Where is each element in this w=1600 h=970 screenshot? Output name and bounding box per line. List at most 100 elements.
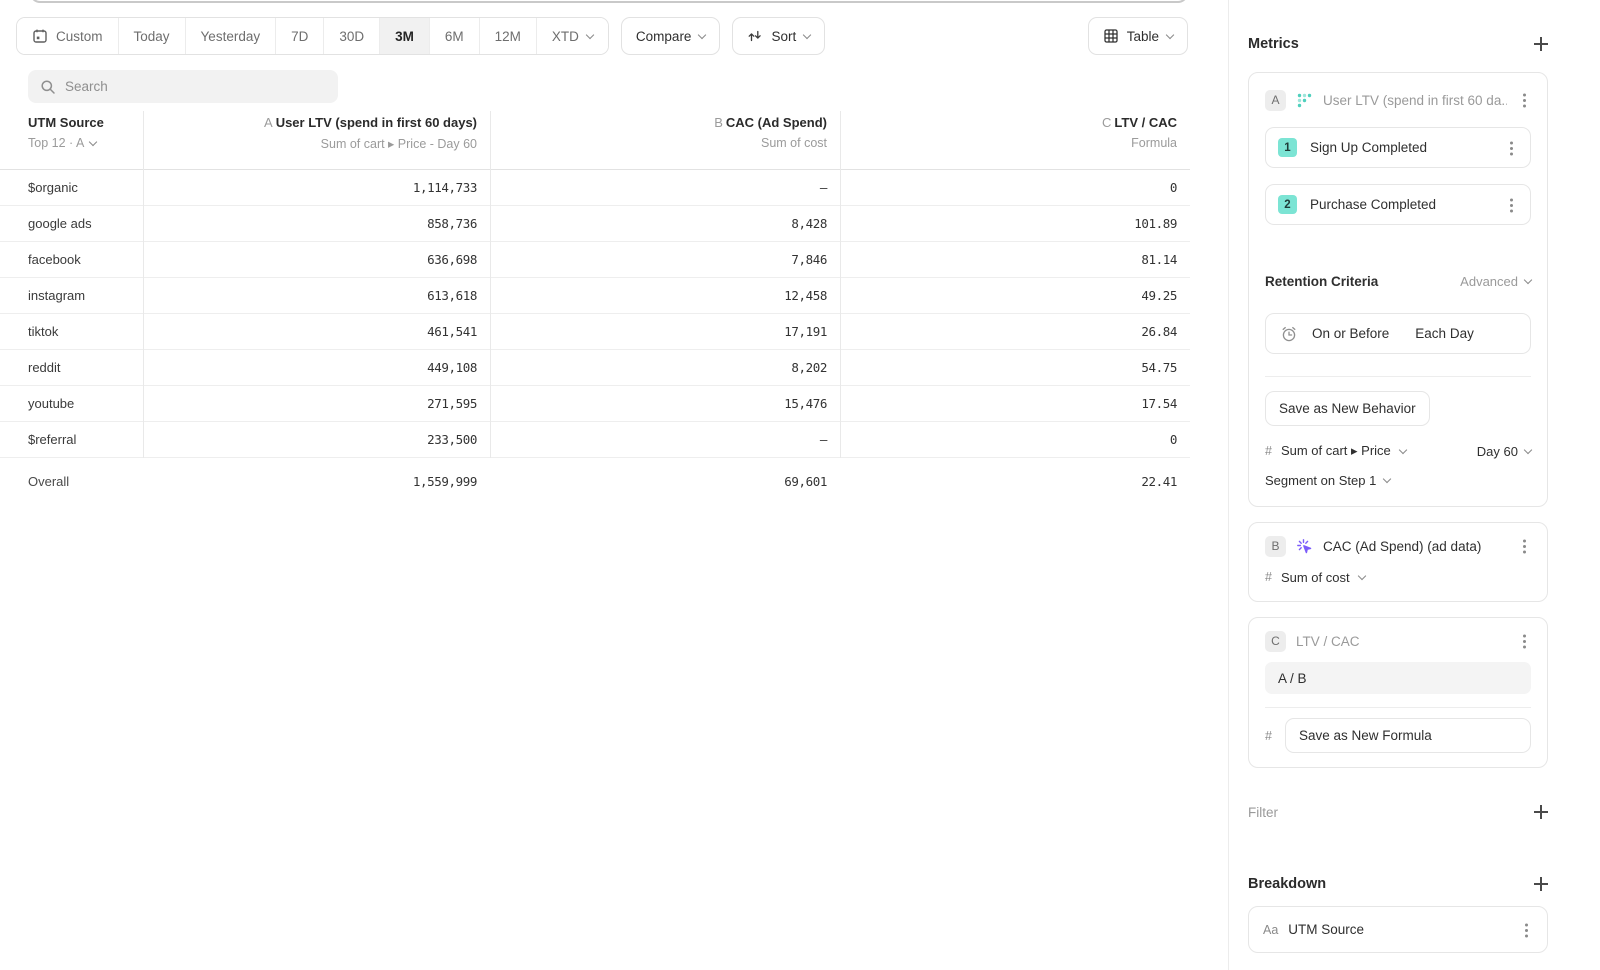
table-row[interactable]: facebook 636,698 7,846 81.14 (0, 242, 1190, 278)
formula-input[interactable]: A / B (1265, 662, 1531, 694)
report-toolbar: Custom Today Yesterday 7D 30D 3M 6M 12M … (16, 17, 1188, 55)
step-number-badge: 2 (1278, 195, 1297, 214)
chevron-down-icon (1165, 30, 1175, 39)
table-row[interactable]: $referral 233,500 – 0 (0, 422, 1190, 458)
chevron-down-icon (802, 30, 812, 39)
save-as-new-behavior-button[interactable]: Save as New Behavior (1265, 391, 1430, 426)
behavior-cohort-icon (1297, 93, 1312, 107)
property-selector[interactable]: Sum of cart ▸ Price (1280, 443, 1391, 458)
search-bar[interactable] (28, 70, 338, 103)
chevron-down-icon (1523, 275, 1533, 284)
number-property-icon: # (1265, 728, 1272, 743)
retention-criteria-header: Retention Criteria Advanced (1265, 271, 1533, 291)
range-label: Custom (56, 28, 103, 44)
divider (1265, 707, 1531, 708)
ad-event-sparkle-icon (1297, 538, 1312, 553)
metric-letter-badge: B (1265, 535, 1286, 557)
text-property-icon: Aa (1263, 922, 1279, 937)
breakdown-title: Breakdown (1248, 876, 1327, 892)
filter-title: Filter (1248, 804, 1278, 820)
property-selector[interactable]: Sum of cost (1280, 569, 1350, 585)
range-30d-button[interactable]: 30D (324, 18, 381, 54)
table-header-row: UTM Source Top 12 · A A User LTV (spend i… (0, 108, 1190, 170)
breakdown-table: UTM Source Top 12 · A A User LTV (spend i… (0, 108, 1190, 504)
metric-a-header[interactable]: A User LTV (spend in first 60 da... (1265, 89, 1531, 111)
range-custom-button[interactable]: Custom (17, 18, 119, 54)
metric-c-header[interactable]: C LTV / CAC (1265, 630, 1531, 652)
column-header-metric-a[interactable]: A User LTV (spend in first 60 days) Sum o… (264, 115, 477, 151)
chevron-down-icon[interactable] (1357, 571, 1366, 580)
alarm-clock-icon (1282, 326, 1296, 341)
table-row[interactable]: instagram 613,618 12,458 49.25 (0, 278, 1190, 314)
table-row[interactable]: youtube 271,595 15,476 17.54 (0, 386, 1190, 422)
number-property-icon: # (1265, 570, 1272, 584)
column-divider (840, 111, 841, 458)
kebab-menu-icon[interactable] (1517, 92, 1531, 108)
step-number-badge: 1 (1278, 138, 1297, 157)
criteria-window[interactable]: Each Day (1415, 326, 1474, 341)
range-yesterday-button[interactable]: Yesterday (185, 18, 277, 54)
table-grid-icon (1104, 29, 1118, 43)
retention-criteria-row[interactable]: On or Before Each Day (1265, 313, 1531, 354)
add-metric-button plus-icon[interactable] (1534, 37, 1548, 51)
metric-b-title: CAC (Ad Spend) (ad data) (1323, 538, 1482, 554)
kebab-menu-icon[interactable] (1517, 538, 1531, 554)
range-12m-button[interactable]: 12M (479, 18, 537, 54)
metric-b-card: B CAC (Ad Spend) (ad data) # Sum of cost (1248, 522, 1548, 602)
add-breakdown-button plus-icon[interactable] (1534, 877, 1548, 891)
range-6m-button[interactable]: 6M (429, 18, 480, 54)
column-header-metric-c[interactable]: C LTV / CAC Formula (1102, 115, 1177, 150)
view-type-button[interactable]: Table (1087, 17, 1188, 55)
day-window-selector[interactable]: Day 60 (1477, 444, 1533, 459)
search-icon (41, 79, 55, 94)
breakdown-section-header: Breakdown (1248, 874, 1548, 894)
behavior-step-2[interactable]: 2 Purchase Completed (1265, 184, 1531, 225)
column-divider (490, 111, 491, 458)
metric-a-property-row: # Sum of cart ▸ Price Day 60 (1265, 441, 1533, 461)
column-header-utm-source[interactable]: UTM Source Top 12 · A (28, 115, 104, 150)
metric-a-card: A User LTV (spend in first 60 da... 1 (1248, 72, 1548, 507)
add-filter-button plus-icon[interactable] (1534, 805, 1548, 819)
range-today-button[interactable]: Today (118, 18, 186, 54)
filter-section-header: Filter (1248, 802, 1548, 822)
behavior-step-1[interactable]: 1 Sign Up Completed (1265, 127, 1531, 168)
kebab-menu-icon[interactable] (1517, 633, 1531, 649)
chevron-down-icon (698, 30, 707, 39)
divider (1265, 376, 1531, 377)
table-row[interactable]: $organic 1,114,733 – 0 (0, 170, 1190, 206)
sort-arrows-icon (749, 30, 762, 42)
segment-on-step-selector[interactable]: Segment on Step 1 (1265, 470, 1531, 490)
compare-button[interactable]: Compare (620, 17, 721, 55)
formula-save-row: # Save as New Formula (1265, 718, 1531, 753)
range-7d-button[interactable]: 7D (276, 18, 325, 54)
metric-b-header[interactable]: B CAC (Ad Spend) (ad data) (1265, 535, 1531, 557)
sort-button[interactable]: Sort (732, 17, 826, 55)
kebab-menu-icon[interactable] (1504, 197, 1518, 213)
chevron-down-icon (1523, 445, 1533, 454)
retention-advanced-toggle[interactable]: Advanced (1460, 274, 1533, 289)
range-3m-button[interactable]: 3M (380, 18, 430, 54)
table-row[interactable]: tiktok 461,541 17,191 26.84 (0, 314, 1190, 350)
kebab-menu-icon[interactable] (1504, 140, 1518, 156)
chevron-down-icon[interactable] (89, 137, 98, 146)
chevron-down-icon[interactable] (1398, 445, 1408, 454)
metric-letter-badge: C (1265, 630, 1286, 652)
table-row[interactable]: reddit 449,108 8,202 54.75 (0, 350, 1190, 386)
query-builder-sidebar: Metrics A User LTV (spend in first 6 (1248, 0, 1548, 970)
column-header-metric-b[interactable]: B CAC (Ad Spend) Sum of cost (714, 115, 827, 150)
save-as-new-formula-button[interactable]: Save as New Formula (1284, 718, 1531, 753)
metric-letter-badge: A (1265, 89, 1286, 111)
number-property-icon: # (1265, 444, 1272, 458)
range-xtd-button[interactable]: XTD (536, 18, 608, 54)
kebab-menu-icon[interactable] (1519, 922, 1533, 938)
search-input[interactable] (65, 79, 326, 94)
criteria-condition[interactable]: On or Before (1312, 326, 1390, 341)
scrolled-card-bottom-edge (30, 0, 1188, 3)
table-overall-row: Overall 1,559,999 69,601 22.41 (28, 473, 1177, 489)
table-row[interactable]: google ads 858,736 8,428 101.89 (0, 206, 1190, 242)
breakdown-item-utm-source[interactable]: Aa UTM Source (1248, 906, 1548, 953)
metric-b-property-row: # Sum of cost (1265, 567, 1531, 587)
metric-c-card: C LTV / CAC A / B # Save as New Formula (1248, 617, 1548, 768)
metric-a-title: User LTV (spend in first 60 da... (1323, 92, 1507, 108)
